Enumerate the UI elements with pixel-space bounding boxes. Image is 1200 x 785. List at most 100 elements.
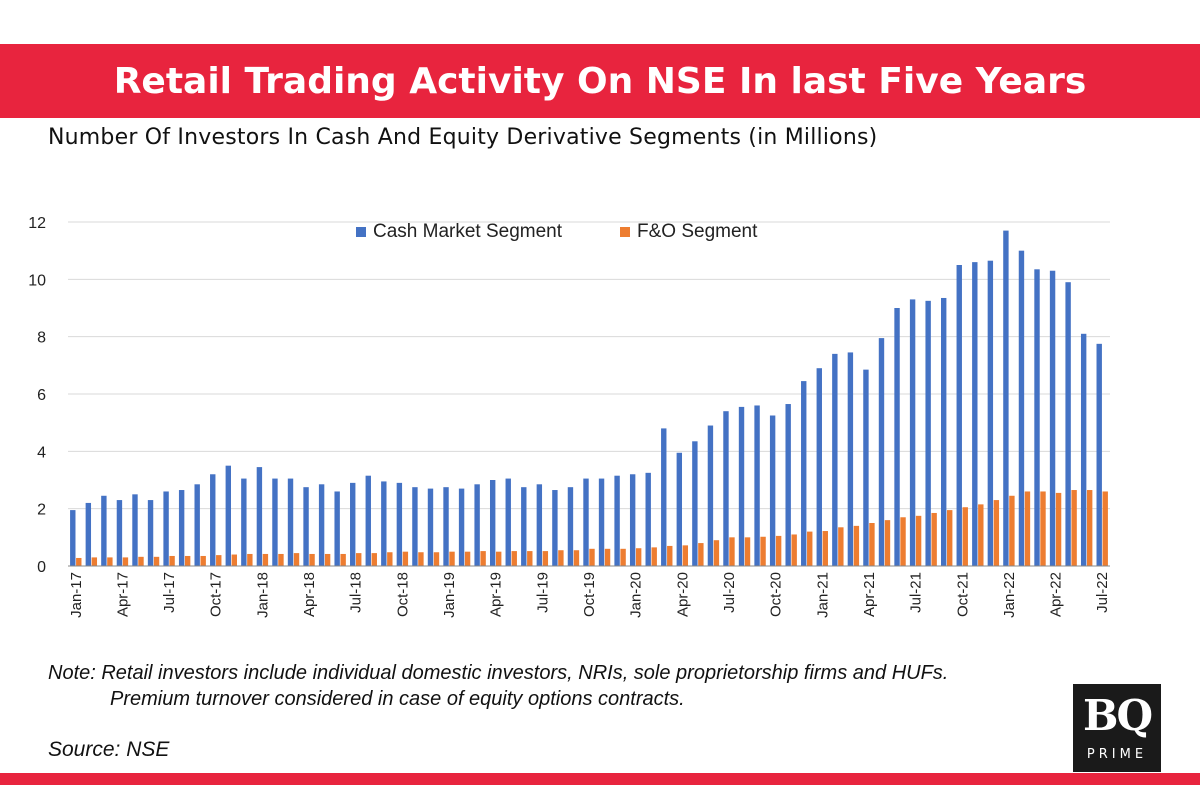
fo-bar-Jul-22 [1102, 491, 1108, 566]
x-tick-label-Oct-18: Oct-18 [394, 572, 411, 617]
x-tick-label-Jul-18: Jul-18 [348, 572, 365, 613]
y-tick-label-4: 4 [37, 444, 46, 461]
fo-bar-Feb-18 [278, 553, 284, 566]
cash-bar-May-19 [505, 478, 511, 566]
fo-bar-Apr-19 [495, 551, 502, 566]
x-tick-label-Oct-17: Oct-17 [208, 572, 225, 617]
fo-bar-Jul-21 [915, 515, 922, 566]
cash-bar-Oct-17 [210, 474, 216, 566]
cash-bar-Apr-17 [116, 500, 123, 566]
note-line-1: Note: Retail investors include individua… [48, 662, 949, 684]
cash-bar-Oct-18 [396, 482, 403, 566]
cash-bar-Jan-17 [70, 510, 76, 566]
cash-bar-Dec-18 [427, 488, 434, 566]
bottom-banner [0, 773, 1200, 785]
fo-bar-Jan-17 [76, 557, 82, 566]
fo-bar-May-22 [1071, 490, 1077, 566]
bq-prime-logo: BQ PRIME [1073, 684, 1161, 772]
cash-bar-Mar-19 [474, 484, 480, 566]
fo-bar-Nov-17 [231, 554, 237, 566]
fo-bar-May-21 [884, 520, 891, 566]
fo-bar-Mar-17 [107, 557, 113, 566]
fo-bar-Feb-22 [1024, 491, 1031, 566]
fo-bar-Aug-19 [558, 550, 564, 566]
cash-bar-Sep-21 [941, 297, 947, 566]
fo-bar-Dec-19 [620, 548, 626, 566]
cash-bar-Sep-19 [567, 487, 574, 566]
cash-bar-Sep-20 [754, 405, 760, 566]
x-tick-label-Jul-20: Jul-20 [721, 572, 738, 613]
cash-bar-Jul-20 [723, 411, 729, 566]
fo-bar-Apr-21 [869, 523, 875, 566]
cash-bar-Dec-20 [801, 381, 807, 566]
legend-swatch-0 [356, 227, 366, 237]
cash-bar-Jul-21 [909, 299, 916, 566]
fo-bar-Jun-17 [153, 556, 160, 566]
cash-bar-Jan-22 [1003, 230, 1009, 566]
cash-bar-Nov-21 [972, 262, 978, 566]
title-banner [0, 44, 1200, 118]
cash-bar-May-20 [692, 441, 698, 566]
fo-bar-Dec-21 [993, 500, 1000, 566]
x-tick-label-Jan-21: Jan-21 [814, 572, 831, 618]
cash-bar-Jun-18 [334, 491, 340, 566]
fo-bar-Jun-19 [527, 551, 533, 566]
logo-mark: BQ [1082, 691, 1153, 740]
fo-bar-Nov-19 [604, 548, 611, 566]
fo-bar-Nov-18 [418, 552, 424, 566]
cash-bar-Aug-19 [552, 490, 558, 566]
fo-bar-Jan-20 [635, 548, 642, 566]
note-line-2: Premium turnover considered in case of e… [110, 688, 685, 710]
bar-chart: 0 2 4 6 8 10 12 Jan-17 Apr-17 Jul-17 Oct-17 Jan-18 A… [28, 215, 1111, 618]
fo-bar-May-19 [511, 551, 517, 566]
cash-bar-Nov-17 [225, 465, 231, 566]
cash-bar-Mar-17 [101, 495, 107, 566]
page-title: Retail Trading Activity On NSE In last F… [113, 61, 1087, 102]
fo-bar-Jan-19 [449, 551, 455, 566]
fo-bar-Mar-22 [1040, 491, 1046, 566]
cash-bar-Mar-21 [847, 352, 854, 566]
cash-bar-Dec-19 [614, 475, 620, 566]
x-tick-label-Oct-19: Oct-19 [581, 572, 598, 617]
x-tick-label-Jan-19: Jan-19 [441, 572, 458, 618]
fo-bar-Jan-18 [262, 553, 269, 566]
fo-bar-Jan-21 [822, 531, 828, 566]
cash-bar-Jan-20 [629, 474, 636, 566]
fo-bar-May-18 [324, 553, 331, 566]
fo-bar-Jul-19 [542, 551, 549, 566]
cash-bar-Feb-18 [272, 478, 278, 566]
cash-bar-Feb-17 [85, 502, 92, 566]
fo-bar-Aug-21 [931, 512, 937, 566]
cash-bar-Apr-20 [676, 452, 683, 566]
cash-bar-Aug-18 [365, 475, 371, 566]
cash-bar-Nov-18 [412, 487, 418, 566]
cash-bar-Mar-22 [1034, 269, 1040, 566]
cash-bar-Nov-19 [598, 478, 605, 566]
x-tick-label-Apr-20: Apr-20 [674, 572, 691, 617]
x-tick-label-Apr-21: Apr-21 [861, 572, 878, 617]
fo-bar-May-20 [698, 543, 704, 566]
fo-bar-Jun-22 [1086, 490, 1093, 566]
cash-bar-Sep-18 [381, 481, 387, 566]
cash-bar-Mar-20 [661, 428, 667, 566]
fo-bar-Nov-21 [978, 504, 984, 566]
x-tick-label-Oct-21: Oct-21 [954, 572, 971, 617]
y-tick-label-0: 0 [37, 559, 46, 576]
cash-bar-Dec-21 [987, 260, 994, 566]
fo-bar-Jul-20 [729, 537, 735, 566]
x-tick-label-Apr-19: Apr-19 [488, 572, 505, 617]
cash-bar-Feb-22 [1018, 250, 1025, 567]
cash-bar-Jan-21 [816, 368, 822, 566]
x-tick-label-Jan-17: Jan-17 [68, 572, 85, 618]
fo-bar-Jun-18 [340, 553, 346, 566]
fo-bar-Jan-22 [1009, 495, 1015, 566]
fo-bar-Nov-20 [791, 534, 797, 566]
fo-bar-Mar-19 [480, 551, 486, 566]
chart-subtitle: Number Of Investors In Cash And Equity D… [48, 125, 878, 150]
y-tick-label-8: 8 [37, 330, 46, 347]
cash-bar-Aug-17 [178, 490, 185, 566]
fo-bar-Oct-21 [962, 507, 968, 566]
fo-bar-Oct-17 [216, 555, 222, 566]
cash-bar-Apr-21 [863, 369, 869, 566]
y-tick-label-12: 12 [28, 215, 46, 232]
